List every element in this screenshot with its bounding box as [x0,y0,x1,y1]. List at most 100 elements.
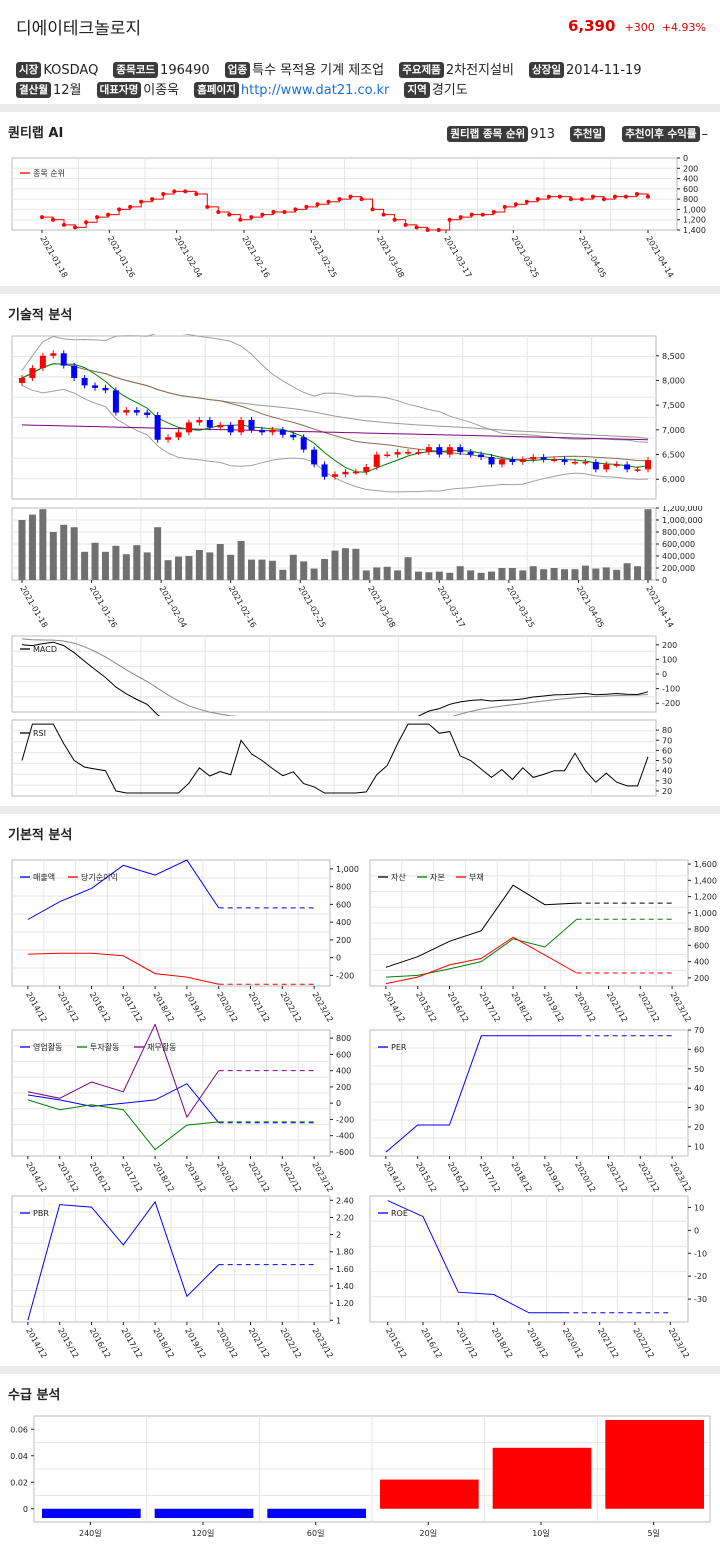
volume-bar [331,550,339,580]
volume-bar [592,568,600,580]
supply-bar [492,1447,592,1509]
cashflow-x-tick-label: 2015/12 [56,1161,80,1194]
price-y-tick-label: 8,500 [662,352,685,361]
homepage-link[interactable]: http://www.dat21.co.kr [240,83,390,98]
candle [300,437,307,450]
macd-y-tick-label: -100 [662,685,680,694]
price-y-tick-label: 7,000 [662,426,685,435]
bollinger-upper [21,334,649,443]
balance-y-tick-label: 200 [694,974,709,983]
income-x-tick-label: 2015/12 [56,991,80,1024]
pbr-y-tick-label: 1.40 [336,1282,354,1291]
volume-x-tick-label: 2021-01-18 [18,585,49,630]
volume-x-tick-label: 2021-03-25 [505,585,536,630]
per-y-tick-label: 60 [694,1045,704,1054]
balance-x-tick-label: 2021/12 [605,991,629,1024]
candle [332,474,338,477]
volume-x-tick-label: 2021-04-14 [644,585,675,630]
pbr-x-tick-label: 2023/12 [310,1327,334,1360]
candle [582,461,589,464]
volume-bar [321,559,329,580]
per-y-tick-label: 40 [694,1084,704,1093]
roe-x-tick-label: 2023/12 [667,1327,691,1360]
rank-y-tick-label: 600 [683,185,698,194]
income-x-tick-label: 2021/12 [247,991,271,1024]
rank-y-tick-label: 1,400 [683,226,706,235]
info-value-region: 경기도 [431,83,468,98]
macd-signal-line [21,638,649,716]
rank-point [194,192,199,196]
plot-frame [369,1195,689,1323]
per-series-line [385,1035,577,1153]
cashflow-y-tick-label: -400 [336,1132,354,1141]
cashflow-series-line [27,1024,220,1119]
rank-point [469,212,474,217]
balance-x-tick-label: 2023/12 [668,991,692,1024]
roe-x-tick-label: 2017/12 [455,1327,479,1360]
volume-bar [508,568,516,580]
rank-point [414,225,419,230]
volume-bar [248,559,256,580]
company-name: 디에이테크놀로지 [16,19,142,39]
volume-bar [216,544,224,580]
candle [540,457,547,460]
rsi-y-tick-label: 40 [662,767,672,776]
rank-legend-label: 종목 순위 [33,169,65,178]
rank-y-tick-label: 200 [683,164,698,173]
rank-x-tick-label: 2021-03-17 [442,235,473,280]
info-label-homepage: 홈페이지 [194,82,239,98]
pbr-x-tick-label: 2018/12 [151,1327,175,1360]
income-legend-label: 당기순이익 [81,872,118,882]
macd-y-tick-label: 200 [662,641,677,650]
rank-point [590,194,595,199]
cashflow-y-tick-label: 800 [336,1034,351,1043]
volume-chart: 0 200,000 400,000 600,000 800,000 1,000,000 1,… [11,506,703,630]
per-y-tick-label: 50 [694,1065,704,1074]
rsi-y-tick-label: 30 [662,777,672,786]
income-y-tick-label: 800 [336,883,351,892]
balance-y-tick-label: 1,400 [694,876,717,885]
price-y-tick-label: 8,000 [662,376,685,385]
price-change: +300 [624,21,655,34]
info-value-code: 196490 [160,63,210,78]
volume-bar [571,569,579,580]
pbr-legend-label: PBR [33,1209,49,1218]
candle [342,471,349,475]
rank-point [106,212,111,217]
rank-point [480,212,485,217]
volume-bar [341,548,349,580]
rank-point [161,192,166,196]
roe-series-line [387,1200,565,1314]
volume-bar [561,569,569,580]
rank-point [128,204,133,209]
pbr-x-tick-label: 2019/12 [183,1327,207,1360]
income-x-tick-label: 2018/12 [151,991,175,1024]
candle [571,461,578,464]
info-label-market: 시장 [16,62,42,78]
candle [592,461,599,470]
quantilab-meta: 퀀티랩 종목 순위 913 추천일 추천이후 수익률 – [447,123,708,142]
volume-y-tick-label: 600,000 [662,540,695,549]
rank-x-tick-label: 2021-03-08 [375,235,406,280]
roe-x-tick-label: 2021/12 [596,1327,620,1360]
price-change-pct: +4.93% [661,21,706,34]
candle [81,377,88,386]
volume-bar [154,527,162,580]
pbr-y-tick-label: 1 [336,1316,341,1325]
volume-bar [70,527,78,580]
rank-y-tick-label: 1,200 [683,216,706,225]
per-y-tick-label: 20 [694,1123,704,1132]
candle [29,368,36,378]
balance-series-line [385,918,578,978]
candle [133,410,140,413]
volume-bar [237,541,245,580]
macd-chart: -200 -100 0 100 200 MACD [11,635,680,716]
volume-bar [456,566,464,580]
volume-bar [164,560,172,580]
roe-y-tick-label: 0 [694,1226,699,1235]
cashflow-x-tick-label: 2022/12 [279,1161,303,1194]
cashflow-chart: -600 -400 -200 0 200 400 600 800 2014/12 2015/12 2… [11,1024,354,1194]
balance-y-tick-label: 1,200 [694,893,717,902]
volume-bar [39,509,47,580]
rsi-y-tick-label: 50 [662,757,672,766]
